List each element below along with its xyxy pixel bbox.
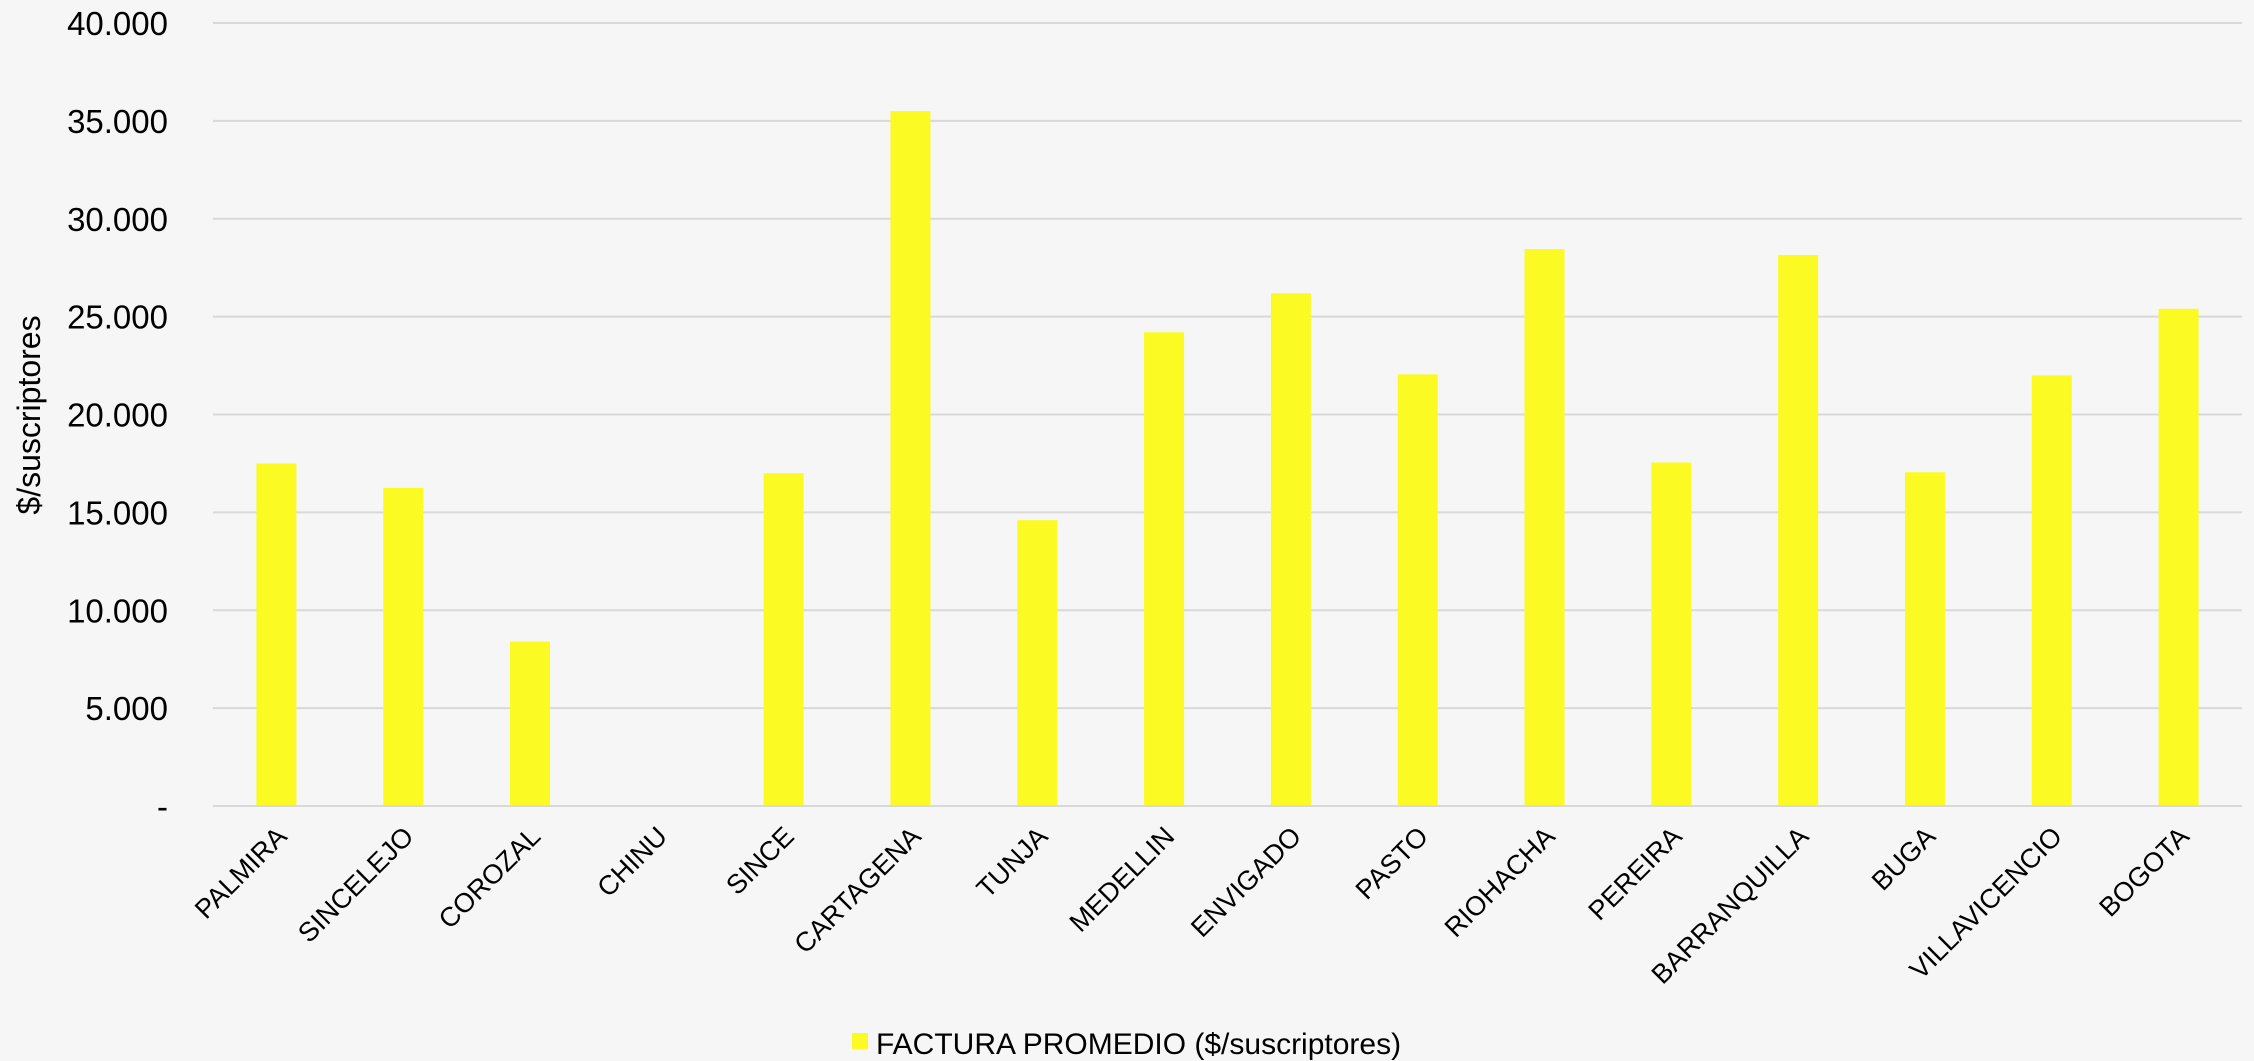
x-axis-category-labels: PALMIRA SINCELEJO COROZAL CHINU SINCECARTAGE…: [189, 821, 2195, 990]
y-tick-label: 15.000: [67, 494, 168, 531]
gridlines: [213, 22, 2242, 710]
y-tick-label: 30.000: [67, 201, 168, 238]
x-category-label: MEDELLIN: [1064, 821, 1181, 938]
x-category-label: COROZAL: [433, 821, 547, 935]
bar: [2158, 308, 2199, 806]
y-tick-label: 40.000: [67, 5, 168, 42]
x-category-label: PALMIRA: [189, 821, 293, 925]
y-tick-label: -: [157, 788, 168, 825]
bar: [1270, 293, 1311, 806]
bar: [256, 463, 297, 806]
bar: [763, 473, 804, 806]
y-tick-label: 25.000: [67, 299, 168, 336]
bar: [1017, 520, 1058, 806]
x-category-label: CARTAGENA: [788, 821, 926, 959]
bar: [1397, 374, 1438, 806]
x-category-label: SINCE: [720, 821, 800, 901]
y-tick-label: 5.000: [85, 690, 168, 727]
bar: [1524, 249, 1565, 806]
bar-series: [256, 111, 2199, 806]
bar: [1778, 254, 1819, 806]
x-category-label: SINCELEJO: [292, 821, 419, 948]
bar: [890, 111, 931, 806]
x-category-label: TUNJA: [971, 821, 1054, 904]
x-category-label: PASTO: [1350, 821, 1434, 905]
x-category-label: BOGOTA: [2093, 821, 2194, 922]
bar: [2031, 375, 2072, 806]
x-category-label: CHINU: [591, 821, 673, 903]
x-category-label: ENVIGADO: [1185, 821, 1307, 943]
x-category-label: PEREIRA: [1583, 821, 1688, 926]
legend-label: FACTURA PROMEDIO ($/suscriptores): [876, 1028, 1401, 1061]
y-tick-label: 10.000: [67, 592, 168, 629]
y-tick-label: 20.000: [67, 397, 168, 434]
bar: [1144, 332, 1185, 806]
y-tick-label: 35.000: [67, 103, 168, 140]
legend-swatch: [852, 1033, 868, 1049]
x-category-label: BUGA: [1866, 821, 1941, 896]
bar: [1651, 462, 1692, 806]
legend: FACTURA PROMEDIO ($/suscriptores): [852, 1028, 1401, 1061]
bar: [1904, 472, 1945, 806]
y-axis-title: $/suscriptores: [11, 315, 47, 514]
bar: [383, 487, 424, 806]
x-category-label: RIOHACHA: [1439, 821, 1561, 943]
bar: [510, 641, 551, 806]
y-axis-tick-labels: - 5.000 10.000 15.000 20.000 25.000 30.000 35.0…: [67, 5, 168, 825]
